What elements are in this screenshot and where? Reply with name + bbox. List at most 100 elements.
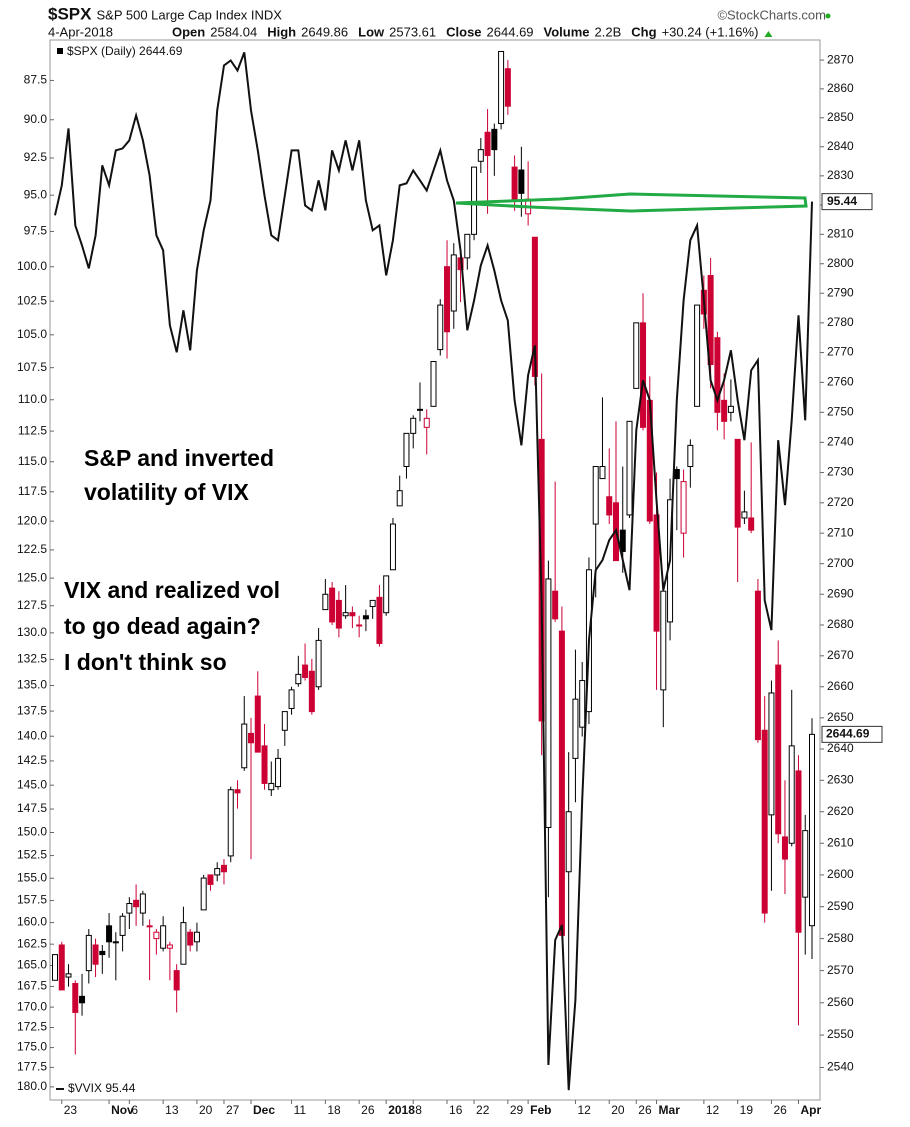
candle-body: [552, 590, 559, 620]
candle-body: [545, 578, 552, 828]
y2-tick-label: 2690: [827, 586, 854, 600]
candle-body: [660, 590, 667, 691]
y2-tick-label: 2600: [827, 867, 854, 881]
x-tick-label: Mar: [659, 1103, 681, 1117]
candle-body: [423, 417, 430, 428]
y2-tick-label: 2850: [827, 110, 854, 124]
x-tick-label: 8: [415, 1103, 422, 1117]
y-tick-label: 115.0: [18, 454, 47, 468]
y2-tick-label: 2650: [827, 710, 854, 724]
y2-tick-label: 2720: [827, 495, 854, 509]
y2-tick-label: 2800: [827, 256, 854, 270]
candle-body: [376, 596, 383, 644]
y2-tick-label: 2660: [827, 679, 854, 693]
candle-body: [518, 169, 525, 194]
y-tick-label: 100.0: [17, 259, 47, 273]
candle-body: [302, 664, 309, 678]
y-tick-label: 170.0: [17, 999, 47, 1013]
stat-value: 2573.61: [389, 24, 436, 39]
candle-body: [464, 233, 471, 259]
candle-body: [754, 590, 761, 741]
y2-tick-label: 2770: [827, 345, 854, 359]
candle-body: [295, 673, 302, 685]
y2-tick-label: 2640: [827, 741, 854, 755]
candle-body: [734, 438, 741, 528]
candle-body: [768, 692, 775, 816]
y2-tick-label: 2610: [827, 835, 854, 849]
y-tick-label: 110.0: [18, 392, 47, 406]
y2-tick-label: 2570: [827, 963, 854, 977]
y-tick-label: 127.5: [17, 598, 47, 612]
candle-body: [619, 529, 626, 552]
y-tick-label: 102.5: [17, 293, 47, 307]
candle-body: [268, 782, 275, 791]
y-tick-label: 180.0: [17, 1079, 47, 1093]
y-tick-label: 135.0: [17, 678, 47, 692]
candle-body: [707, 275, 714, 365]
candle-body: [200, 877, 207, 911]
x-tick-label: 16: [449, 1103, 463, 1117]
annotation: to go dead again?: [64, 613, 261, 639]
candle-body: [146, 925, 153, 928]
last-value-box: [821, 725, 883, 743]
candle-body: [430, 361, 437, 407]
hand-drawn-line: [455, 192, 808, 213]
candle-body: [599, 465, 606, 480]
candle-body: [633, 322, 640, 389]
chart-subtitle: S&P 500 Large Cap Index INDX: [96, 7, 282, 22]
vvix-line: [54, 52, 813, 1091]
y-tick-label: 97.5: [24, 224, 48, 238]
y-tick-label: 105.0: [17, 327, 47, 341]
y2-tick-label: 2700: [827, 556, 854, 570]
candle-body: [511, 166, 518, 200]
candle-body: [680, 481, 687, 534]
candle-body: [322, 593, 329, 611]
candle-body: [153, 931, 160, 940]
candle-body: [389, 523, 396, 571]
y2-tick-label: 2680: [827, 617, 854, 631]
y2-tick-label: 2840: [827, 139, 854, 153]
stat-label: Volume: [544, 24, 590, 39]
candle-body: [193, 931, 200, 943]
candle-body: [694, 304, 701, 407]
y2-tick-label: 2630: [827, 772, 854, 786]
candle-body: [214, 868, 221, 876]
stat-value: 2.2B: [595, 24, 622, 39]
candle-body: [85, 934, 92, 972]
x-tick-label: 22: [476, 1103, 490, 1117]
y-tick-label: 160.0: [17, 915, 47, 929]
candle-body: [572, 698, 579, 759]
candle-body: [775, 664, 782, 835]
candle-body: [558, 630, 565, 936]
candle-body: [592, 465, 599, 525]
x-tick-label: 12: [706, 1103, 720, 1117]
stat-label: High: [267, 24, 296, 39]
candle-body: [437, 304, 444, 351]
annotation: VIX and realized vol: [64, 577, 280, 603]
candle-body: [626, 420, 633, 516]
date: 4-Apr-2018: [48, 24, 113, 39]
candle-body: [809, 733, 815, 927]
y-tick-label: 162.5: [17, 936, 47, 950]
candle-body: [335, 599, 342, 629]
y-tick-label: 167.5: [17, 979, 47, 993]
candle-body: [721, 399, 728, 422]
y-tick-label: 137.5: [17, 703, 47, 717]
y2-tick-label: 2620: [827, 804, 854, 818]
candle-body: [450, 254, 457, 312]
y-tick-label: 87.5: [24, 73, 48, 87]
y-tick-label: 165.0: [17, 958, 47, 972]
stat-label: Chg: [631, 24, 656, 39]
candle-body: [748, 517, 755, 531]
y2-tick-label: 2740: [827, 435, 854, 449]
annotation: I don't think so: [64, 649, 227, 675]
x-tick-label: 20: [611, 1103, 625, 1117]
y-tick-label: 157.5: [17, 893, 47, 907]
candle-body: [166, 944, 173, 949]
candle-body: [477, 149, 484, 162]
x-tick-label: 6: [131, 1103, 138, 1117]
stat-label: Open: [172, 24, 205, 39]
candle-body: [329, 587, 336, 623]
y-tick-label: 132.5: [17, 652, 47, 666]
